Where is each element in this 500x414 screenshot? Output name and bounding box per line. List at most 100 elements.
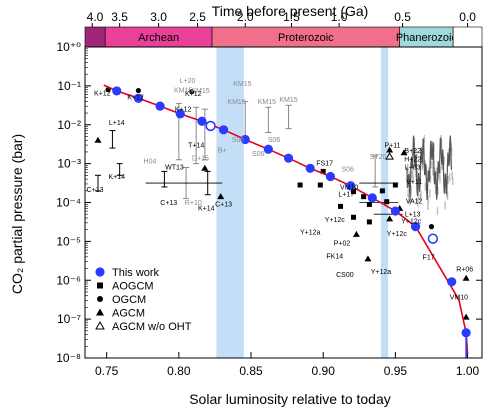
legend-marker-this-work <box>95 267 105 277</box>
annotation-label: H04 <box>144 159 157 166</box>
annotation-label: B+22 <box>404 148 421 155</box>
x-tick-label: 0.75 <box>95 364 119 378</box>
this-work-point <box>367 193 377 203</box>
era-label-proterozoic: Proterozoic <box>278 32 334 44</box>
annotation-label: C+13 <box>215 201 232 208</box>
paleo-proxy-bar <box>430 160 432 169</box>
this-work-point <box>155 101 165 111</box>
annotation-label: L+14 <box>109 120 125 127</box>
paleo-proxy-bar <box>449 155 451 164</box>
annotation-label: K+12 <box>94 91 111 98</box>
this-work-point <box>447 277 457 287</box>
agcm-marker <box>364 255 372 262</box>
legend-label: This work <box>112 267 160 279</box>
paleo-proxy-bar <box>417 191 420 200</box>
annotation-label: KM15 <box>191 88 209 95</box>
y-tick-label: 10⁻⁵ <box>56 234 81 248</box>
ogcm-marker <box>135 87 142 94</box>
annotation-label: VM10 <box>340 184 358 191</box>
top-tick-label: 3.5 <box>111 10 128 24</box>
annotation-label: KM15 <box>227 99 245 106</box>
paleo-proxy-bar <box>417 198 419 207</box>
paleo-proxy-bar <box>410 186 412 195</box>
shaded-band-0 <box>216 47 244 358</box>
annotation-label: R+06 <box>456 267 473 274</box>
annotation-label: KM15 <box>174 87 192 94</box>
y-tick-label: 10⁻⁸ <box>56 351 81 365</box>
x-axis-label: Solar luminosity relative to today <box>189 391 391 407</box>
paleo-proxy-bar <box>450 147 453 156</box>
annotation-label: H+22 <box>404 156 421 163</box>
legend-label: AOGCM <box>112 281 154 293</box>
legend-label: AGCM <box>112 308 145 320</box>
paleo-proxy-bar <box>446 191 449 200</box>
y-axis-label: CO₂ partial pressure (bar) <box>9 134 25 294</box>
paleo-proxy-bar <box>427 195 430 204</box>
annotation-label: F17 <box>423 254 435 261</box>
paleo-proxy-bar <box>427 202 429 211</box>
top-tick-label: 1.5 <box>283 10 300 24</box>
this-work-point <box>390 206 400 216</box>
aogcm-marker <box>338 203 344 209</box>
x-tick-label: 0.95 <box>384 364 408 378</box>
paleo-proxy-series <box>406 134 454 216</box>
y-tick-labels: 10⁻⁸ 10⁻⁷ 10⁻⁶ 10⁻⁵ 10⁻⁴ 10⁻³ 10⁻² 10⁻¹ 10⁺⁰ <box>56 40 81 365</box>
annotation-label: L+17 <box>338 192 354 199</box>
this-work-point <box>175 109 185 119</box>
top-tick-label: 3.0 <box>150 10 167 24</box>
y-tick-label: 10⁻¹ <box>57 79 81 93</box>
paleo-proxy-bar <box>407 189 409 198</box>
aogcm-marker <box>317 182 323 188</box>
paleo-proxy-bar <box>435 167 438 176</box>
aogcm-marker <box>351 189 357 195</box>
top-tick-label: 4.0 <box>87 10 104 24</box>
ogcm-marker <box>189 89 195 95</box>
annotation-label: KM15 <box>233 81 251 88</box>
aogcm-marker <box>379 188 385 194</box>
aogcm-marker <box>392 182 398 188</box>
annotation-label: FS17 <box>316 161 333 168</box>
aogcm-marker <box>320 168 326 174</box>
this-work-point <box>410 222 421 232</box>
geologic-era-bar: Archean Proterozoic Phanerozoic <box>84 26 483 48</box>
annotation-label: WT13 <box>165 164 184 171</box>
annotation-label: K+14 <box>108 174 125 181</box>
this-work-point <box>263 144 273 154</box>
paleo-proxy-bar <box>429 189 431 198</box>
aogcm-marker <box>366 201 372 207</box>
agcm-marker <box>352 230 360 237</box>
agcm-marker <box>462 313 470 320</box>
era-label-archean: Archean <box>138 32 179 44</box>
annotation-label: V+11 <box>406 179 422 186</box>
annotation-label: Y+12c <box>387 231 408 238</box>
annotation-label: Y+12c <box>401 218 422 225</box>
annotation-label: S06 <box>268 137 281 144</box>
this-work-point <box>197 116 207 126</box>
annotation-label: FK14 <box>326 253 343 260</box>
this-work-hollow-point <box>205 120 216 132</box>
annotation-label: S06 <box>252 151 265 158</box>
paleo-proxy-bar <box>424 182 427 191</box>
top-tick-label: 0.5 <box>394 10 411 24</box>
this-work-point <box>133 93 144 103</box>
agcm-woht-marker <box>385 152 394 160</box>
annotation-label: K+14 <box>198 206 215 213</box>
y-tick-label: 10⁻⁴ <box>56 196 81 210</box>
legend-label: OGCM <box>112 294 146 306</box>
ogcm-marker <box>428 224 435 230</box>
y-tick-label: 10⁺⁰ <box>57 40 82 54</box>
this-work-point <box>218 125 229 135</box>
paleo-proxy-bar <box>447 148 450 157</box>
paleo-proxy-bar <box>422 157 425 166</box>
agcm-marker <box>94 136 102 143</box>
annotation-label: C+13 <box>160 200 177 207</box>
annotation-label: L+03 <box>405 164 421 171</box>
paleo-proxy-bar <box>411 152 413 161</box>
paleo-proxy-bar <box>434 186 437 195</box>
paleo-proxy-bar <box>409 193 412 202</box>
annotation-label: P+11 <box>384 142 400 149</box>
annotation-label: KM15 <box>279 97 297 104</box>
agcm-marker <box>201 164 209 171</box>
